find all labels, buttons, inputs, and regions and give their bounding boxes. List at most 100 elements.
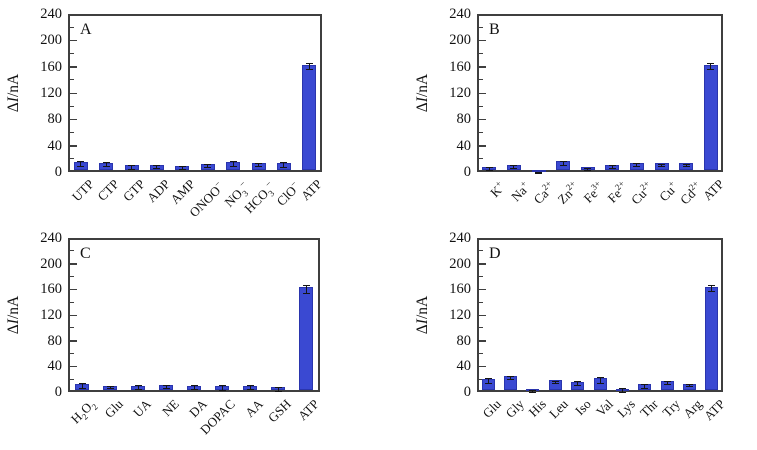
error-bar-cap-bottom <box>218 390 226 392</box>
error-bar-cap-bottom <box>246 388 254 390</box>
error-bar-cap-bottom <box>658 166 665 168</box>
y-minor-tick <box>70 158 74 160</box>
error-bar-whisker <box>487 378 489 384</box>
error-bar-whisker <box>207 164 209 168</box>
error-bar-cap-bottom <box>302 292 310 294</box>
panel-c: ΔI/nA C 0 40 80 120 160 200 240 H2O2 Glu UA NE DA DOPA… <box>0 225 378 450</box>
x-tick-label: His <box>525 396 549 420</box>
error-bar-cap-bottom <box>510 167 518 169</box>
panel-d: ΔI/nA D 0 40 80 120 160 200 240 Glu Gly His Leu Iso Va… <box>379 225 757 450</box>
y-axis-label: ΔI/nA <box>414 73 431 113</box>
error-bar-cap-top <box>78 382 86 384</box>
y-tick-label: 160 <box>40 281 62 298</box>
y-major-tick <box>479 314 486 317</box>
error-bar-cap-top <box>641 383 649 385</box>
y-minor-tick <box>479 276 483 277</box>
error-bar-cap-top <box>302 284 310 286</box>
error-bar-whisker <box>277 387 279 392</box>
y-minor-tick <box>70 79 74 81</box>
x-tick-label: Try <box>659 396 683 420</box>
error-bar-whisker <box>308 63 310 70</box>
error-bar-cap-top <box>535 172 542 174</box>
error-bar-cap-bottom <box>485 169 493 171</box>
x-tick-label: UTP <box>68 176 97 205</box>
y-tick-label: 240 <box>449 230 471 246</box>
error-bar-cap-bottom <box>529 391 537 393</box>
y-major-tick <box>70 66 77 68</box>
y-minor-tick <box>479 353 483 354</box>
error-bar-cap-top <box>584 167 592 169</box>
x-tick-label: Na+ <box>507 178 530 205</box>
plot-box <box>477 238 723 392</box>
y-minor-tick <box>479 132 483 133</box>
error-bar-cap-bottom <box>204 166 212 168</box>
error-bar-cap-top <box>218 385 226 387</box>
error-bar-whisker <box>283 162 285 168</box>
x-tick-label: Lys <box>614 396 639 421</box>
error-bar-whisker <box>532 390 534 392</box>
y-minor-tick <box>479 158 483 160</box>
error-bar-cap-top <box>153 164 161 166</box>
error-bar-cap-top <box>485 166 493 168</box>
x-tick-label: Thr <box>636 396 661 421</box>
plot-box <box>477 14 723 172</box>
error-bar-cap-top <box>707 62 715 64</box>
error-bar-whisker <box>711 285 713 292</box>
error-bar-cap-bottom <box>663 383 671 385</box>
x-tick-label: AA <box>242 396 266 421</box>
error-bar-cap-top <box>106 385 114 387</box>
error-bar-whisker <box>538 172 539 174</box>
panel-letter: B <box>489 21 500 38</box>
error-bar-cap-bottom <box>633 165 641 167</box>
error-bar-whisker <box>109 386 111 389</box>
y-tick-label: 40 <box>456 358 472 375</box>
error-bar-cap-bottom <box>162 387 170 389</box>
error-bar-cap-top <box>305 62 313 64</box>
bar-Ca2+ <box>531 170 546 172</box>
bar-ATP <box>703 64 718 170</box>
error-bar-cap-top <box>229 160 237 162</box>
error-bar-cap-top <box>551 380 559 382</box>
y-tick-label: 80 <box>47 111 63 128</box>
error-bar-cap-top <box>682 163 690 165</box>
error-bar-whisker <box>554 381 556 384</box>
error-bar-whisker <box>562 161 564 166</box>
error-bar-cap-top <box>128 164 135 166</box>
error-bar-cap-bottom <box>229 166 237 168</box>
error-bar-whisker <box>661 164 662 167</box>
error-bar-cap-bottom <box>106 388 114 390</box>
x-tick-label: Glu <box>479 396 505 421</box>
error-bar-cap-bottom <box>507 378 515 380</box>
error-bar-cap-bottom <box>618 391 626 393</box>
error-bar-whisker <box>165 385 167 389</box>
error-bar-whisker <box>636 163 638 167</box>
error-bar-cap-top <box>633 162 641 164</box>
error-bar-cap-top <box>559 160 567 162</box>
x-tick-label: Glu <box>101 396 126 421</box>
y-major-tick <box>479 145 486 147</box>
y-major-tick <box>479 340 486 342</box>
y-tick-label: 120 <box>449 307 471 323</box>
error-bar-cap-bottom <box>584 170 592 172</box>
y-tick-label: 160 <box>449 58 471 75</box>
error-bar-cap-top <box>618 387 626 389</box>
error-bar-cap-top <box>507 376 515 378</box>
y-major-tick <box>70 263 77 265</box>
y-tick-label: 120 <box>40 307 62 323</box>
y-minor-tick <box>70 132 74 133</box>
error-bar-cap-top <box>190 385 198 387</box>
error-bar-cap-bottom <box>190 388 198 390</box>
error-bar-whisker <box>80 161 82 167</box>
error-bar-cap-bottom <box>574 385 582 387</box>
error-bar-whisker <box>156 165 158 169</box>
error-bar-cap-bottom <box>682 166 690 168</box>
x-tick-label: GTP <box>119 176 148 205</box>
error-bar-whisker <box>232 161 234 167</box>
x-tick-label: K+ <box>487 178 505 201</box>
y-tick-label: 240 <box>449 6 471 22</box>
error-bar-cap-top <box>134 385 142 387</box>
y-major-tick <box>479 263 486 265</box>
x-tick-label: ATP <box>700 396 728 424</box>
y-minor-tick <box>479 53 483 54</box>
